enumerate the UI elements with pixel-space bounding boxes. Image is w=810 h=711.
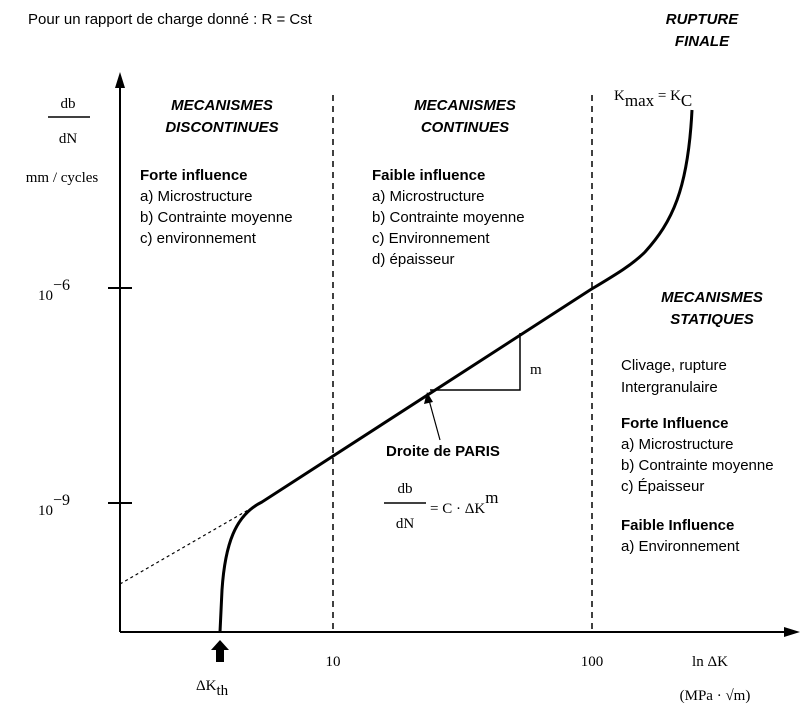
threshold-label: ΔKth (196, 678, 229, 699)
crack-growth-curve (218, 109, 694, 633)
group-heading: Forte Influence (621, 415, 729, 432)
group-item: a) Environnement (621, 538, 740, 555)
slope-label: m (530, 362, 542, 378)
group-item: b) Contrainte moyenne (140, 209, 293, 226)
title: Pour un rapport de charge donné : R = Cs… (28, 11, 313, 28)
paris-den: dN (396, 516, 415, 532)
group-item: d) épaisseur (372, 251, 455, 268)
region-title: MECANISMES (171, 97, 273, 114)
region-title: MECANISMES (414, 97, 516, 114)
group-item: b) Contrainte moyenne (372, 209, 525, 226)
y-tick-label: 10−6 (38, 277, 70, 304)
final-title: FINALE (675, 33, 730, 50)
threshold-arrow (211, 640, 229, 662)
x-tick-label: 100 (581, 654, 604, 670)
regions: MECANISMES DISCONTINUES Forte influence a) … (140, 97, 774, 555)
group-item: c) environnement (140, 230, 257, 247)
group-heading: Forte influence (140, 167, 248, 184)
paris-label: Droite de PARIS (386, 443, 500, 460)
y-label-num: db (61, 96, 76, 112)
paris-rhs: = C · ΔKm (430, 488, 498, 517)
y-unit: mm / cycles (26, 170, 99, 186)
extrapolation (119, 501, 263, 585)
x-arrow (784, 627, 800, 637)
region-title: MECANISMES (661, 289, 763, 306)
group-item: a) Microstructure (621, 436, 734, 453)
y-label-den: dN (59, 131, 78, 147)
x-tick-label: 10 (326, 654, 341, 670)
region-text: Clivage, rupture (621, 357, 727, 374)
region-title: DISCONTINUES (165, 119, 278, 136)
group-heading: Faible Influence (621, 517, 734, 534)
region-title: STATIQUES (670, 311, 754, 328)
region-text: Intergranulaire (621, 379, 718, 396)
paris-num: db (398, 481, 413, 497)
region-title: CONTINUES (421, 119, 509, 136)
group-heading: Faible influence (372, 167, 485, 184)
kmax-equation: Kmax = KC (614, 88, 692, 110)
y-arrow (115, 72, 125, 88)
group-item: c) Environnement (372, 230, 490, 247)
slope-triangle (430, 333, 521, 391)
final-title: RUPTURE (666, 11, 739, 28)
x-label: ln ΔK (692, 654, 728, 670)
pointer-head (424, 392, 433, 404)
group-item: a) Microstructure (140, 188, 253, 205)
group-item: c) Épaisseur (621, 478, 704, 495)
pointer (428, 399, 441, 441)
y-tick-label: 10−9 (38, 492, 70, 519)
x-unit: (MPa · √m) (680, 688, 751, 704)
group-item: a) Microstructure (372, 188, 485, 205)
group-item: b) Contrainte moyenne (621, 457, 774, 474)
